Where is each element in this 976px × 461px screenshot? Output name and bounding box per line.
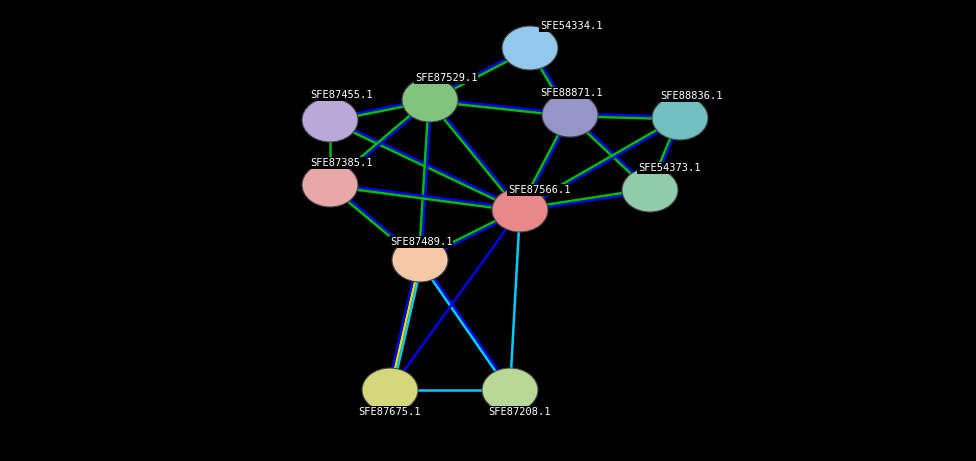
Ellipse shape (392, 238, 448, 282)
Ellipse shape (502, 26, 558, 70)
Ellipse shape (622, 168, 678, 212)
Text: SFE88836.1: SFE88836.1 (660, 91, 722, 101)
Ellipse shape (542, 93, 598, 137)
Ellipse shape (652, 96, 708, 140)
Ellipse shape (482, 368, 538, 412)
Text: SFE54373.1: SFE54373.1 (638, 163, 701, 173)
Text: SFE54334.1: SFE54334.1 (540, 21, 602, 31)
Text: SFE87208.1: SFE87208.1 (488, 407, 550, 417)
Text: SFE87455.1: SFE87455.1 (310, 90, 373, 100)
Text: SFE88871.1: SFE88871.1 (540, 88, 602, 98)
Ellipse shape (492, 188, 548, 232)
Text: SFE87529.1: SFE87529.1 (415, 73, 477, 83)
Text: SFE87385.1: SFE87385.1 (310, 158, 373, 168)
Ellipse shape (402, 78, 458, 122)
Text: SFE87489.1: SFE87489.1 (390, 237, 453, 247)
Text: SFE87675.1: SFE87675.1 (358, 407, 421, 417)
Ellipse shape (302, 98, 358, 142)
Text: SFE87566.1: SFE87566.1 (508, 185, 571, 195)
Ellipse shape (362, 368, 418, 412)
Ellipse shape (302, 163, 358, 207)
